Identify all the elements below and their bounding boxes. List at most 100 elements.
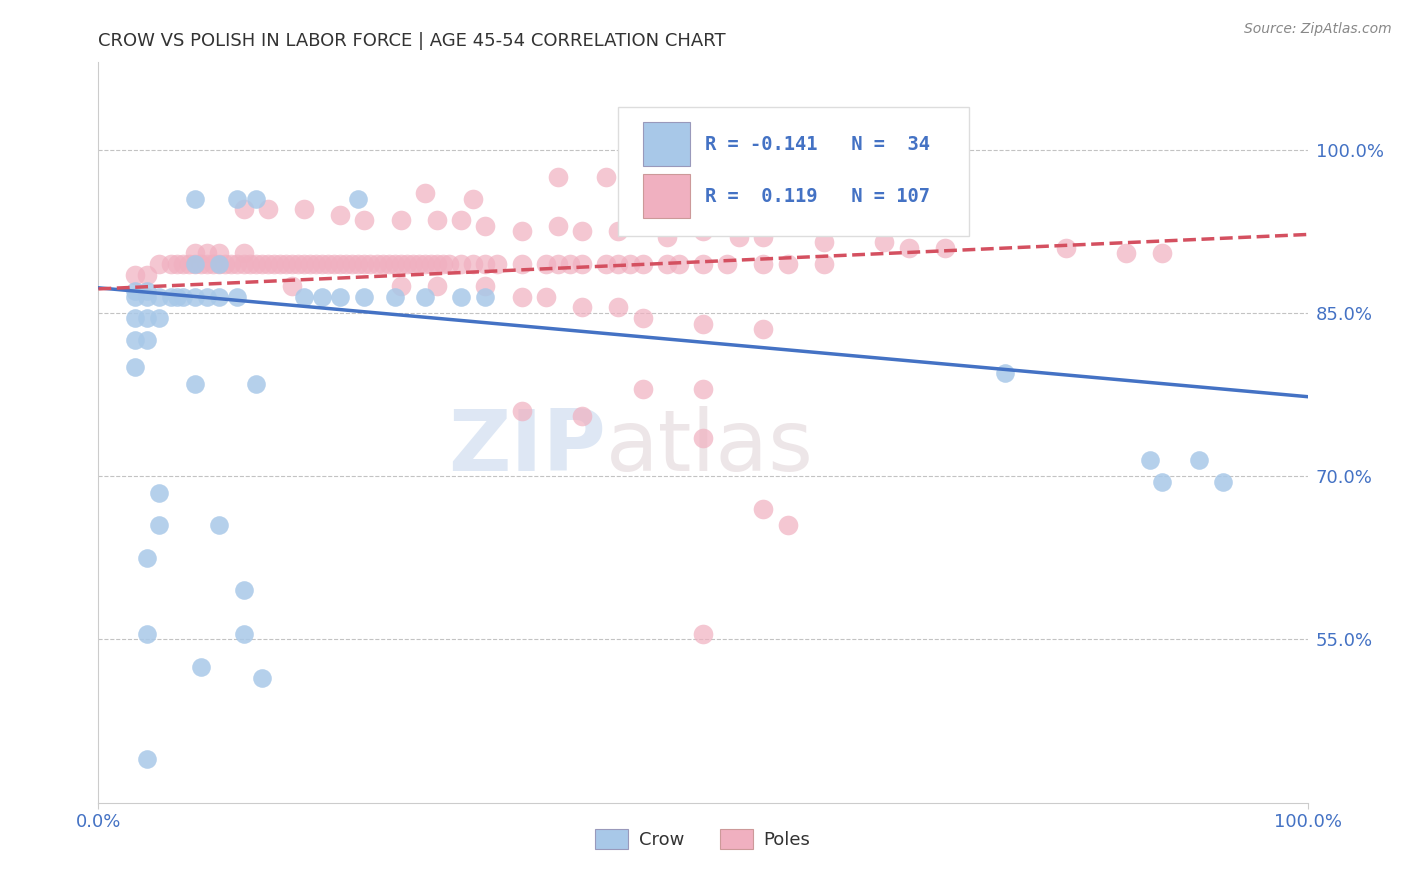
Point [135,333,157,347]
Point [347,257,370,271]
Point [547,219,569,233]
Point [232,257,254,271]
Point [571,301,593,315]
Point [571,257,593,271]
Point [692,224,714,238]
Point [631,257,654,271]
Point [166,289,188,303]
Point [510,289,533,303]
Point [124,333,146,347]
Text: R =  0.119   N = 107: R = 0.119 N = 107 [706,187,931,206]
Point [1212,475,1234,489]
Point [1054,241,1077,255]
Point [384,257,406,271]
Point [256,202,278,217]
Point [135,550,157,565]
Point [184,289,207,303]
Point [124,284,146,298]
Text: CROW VS POLISH IN LABOR FORCE | AGE 45-54 CORRELATION CHART: CROW VS POLISH IN LABOR FORCE | AGE 45-5… [98,32,725,50]
Point [263,257,285,271]
Point [1139,453,1161,467]
Point [752,257,775,271]
Point [135,752,157,766]
Point [311,289,333,303]
Point [166,257,188,271]
Point [287,257,309,271]
Point [208,289,231,303]
Point [184,376,207,391]
Point [420,257,443,271]
Point [413,289,436,303]
Point [160,289,183,303]
Text: Source: ZipAtlas.com: Source: ZipAtlas.com [1244,22,1392,37]
Point [619,257,641,271]
Legend: Crow, Poles: Crow, Poles [588,822,818,856]
Point [214,257,236,271]
Point [366,257,388,271]
Point [371,257,394,271]
Point [510,404,533,418]
Point [716,257,738,271]
Point [655,229,678,244]
Point [335,257,357,271]
Point [124,289,146,303]
Point [226,192,249,206]
Point [292,202,315,217]
Point [148,289,170,303]
Point [179,257,201,271]
Point [474,278,496,293]
Point [311,257,333,271]
Point [1188,453,1211,467]
Point [474,257,496,271]
Point [934,241,956,255]
Point [776,257,799,271]
Point [558,257,581,271]
Point [655,257,678,271]
Point [474,289,496,303]
Point [728,229,751,244]
Point [360,257,382,271]
Point [668,257,690,271]
Point [226,257,249,271]
Point [184,192,207,206]
Point [510,224,533,238]
Point [292,289,315,303]
Point [534,257,557,271]
Point [510,257,533,271]
Point [377,257,399,271]
Point [148,518,170,533]
FancyBboxPatch shape [643,174,690,218]
Point [450,213,472,227]
Point [463,192,485,206]
Point [463,257,485,271]
Point [389,278,412,293]
Point [172,289,194,303]
Point [124,268,146,282]
Point [232,202,254,217]
Point [692,257,714,271]
Point [256,257,278,271]
Point [190,659,212,673]
Point [450,257,472,271]
Point [148,311,170,326]
Point [426,257,449,271]
Point [329,257,352,271]
Point [232,583,254,598]
Point [450,289,472,303]
Point [184,257,207,271]
Point [595,169,617,184]
Point [607,224,630,238]
Point [148,485,170,500]
Point [897,241,920,255]
Point [432,257,454,271]
Point [245,376,267,391]
Point [184,246,207,260]
Point [269,257,291,271]
Point [408,257,430,271]
Point [292,257,315,271]
Point [389,213,412,227]
Point [595,257,617,271]
Point [486,257,509,271]
Point [135,268,157,282]
Point [274,257,297,271]
